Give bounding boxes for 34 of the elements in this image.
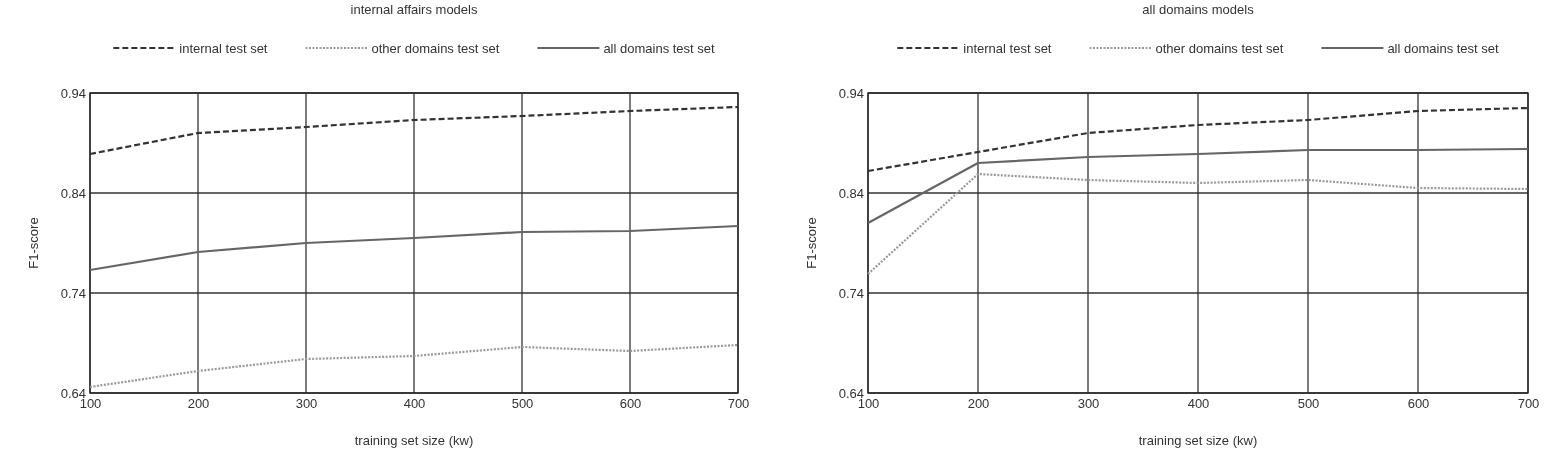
legend-label: all domains test set bbox=[603, 41, 716, 56]
x-tick-label: 600 bbox=[1407, 396, 1430, 412]
legend-label: all domains test set bbox=[1387, 41, 1500, 56]
x-tick-label: 600 bbox=[619, 396, 642, 412]
y-tick-label: 0.74 bbox=[838, 285, 864, 301]
y-tick-label: 0.74 bbox=[60, 285, 86, 301]
legend-label: internal test set bbox=[179, 41, 268, 56]
y-tick-label: 0.84 bbox=[838, 185, 864, 201]
x-axis-title: training set size (kw) bbox=[354, 433, 474, 448]
line-series bbox=[866, 172, 1530, 276]
legend-label: other domains test set bbox=[1155, 41, 1284, 56]
legend-label: other domains test set bbox=[371, 41, 500, 56]
x-tick-label: 500 bbox=[511, 396, 534, 412]
line-series bbox=[88, 343, 740, 389]
line-series bbox=[866, 147, 1530, 225]
x-tick-label: 500 bbox=[1297, 396, 1320, 412]
x-axis-title: training set size (kw) bbox=[1138, 433, 1258, 448]
x-tick-label: 700 bbox=[1517, 396, 1540, 412]
chart-title: all domains models bbox=[1142, 2, 1255, 17]
x-tick-label: 200 bbox=[187, 396, 210, 412]
x-tick-label: 300 bbox=[1077, 396, 1100, 412]
legend-label: internal test set bbox=[963, 41, 1052, 56]
y-axis-title: F1-score bbox=[804, 217, 819, 269]
y-tick-label: 0.94 bbox=[838, 85, 864, 101]
x-tick-label: 200 bbox=[967, 396, 990, 412]
y-tick-label: 0.84 bbox=[60, 185, 86, 201]
x-tick-label: 400 bbox=[403, 396, 426, 412]
y-axis-title: F1-score bbox=[26, 217, 41, 269]
y-tick-label: 0.94 bbox=[60, 85, 86, 101]
x-tick-label: 400 bbox=[1187, 396, 1210, 412]
line-series bbox=[88, 224, 740, 272]
x-tick-label: 700 bbox=[727, 396, 750, 412]
x-tick-label: 300 bbox=[295, 396, 318, 412]
chart-title: internal affairs models bbox=[350, 2, 478, 17]
